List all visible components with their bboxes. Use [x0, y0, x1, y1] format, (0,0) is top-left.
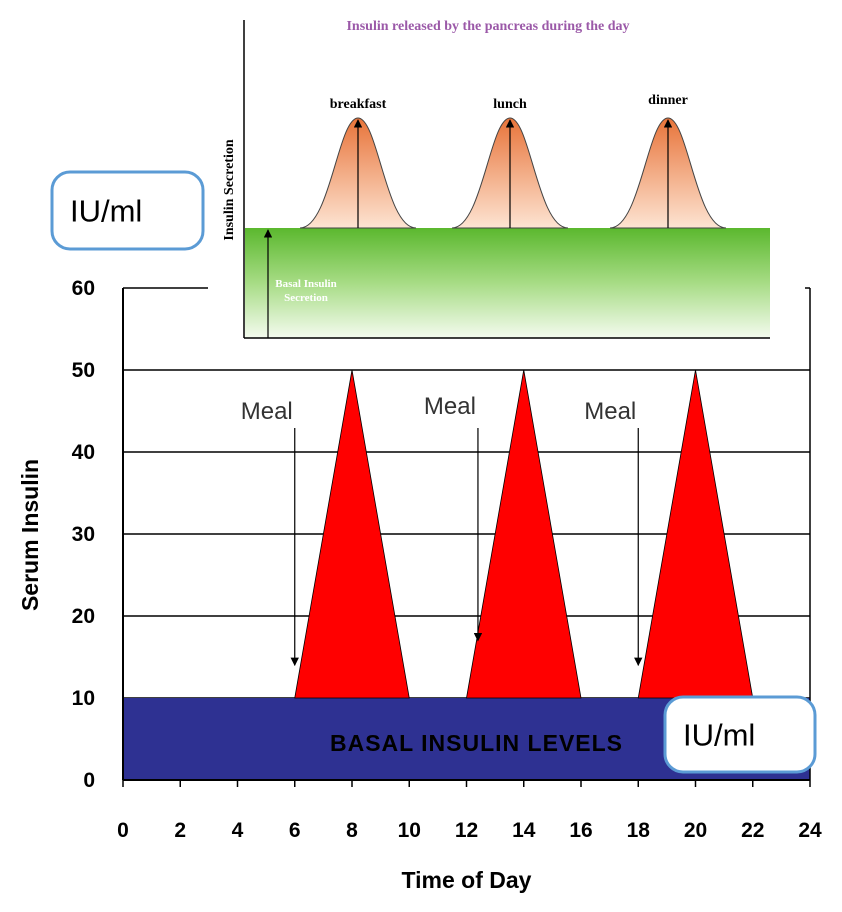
- x-tick-label: 6: [289, 819, 301, 842]
- y-axis-title: Serum Insulin: [17, 459, 43, 611]
- basal-secretion-band: [245, 228, 770, 338]
- x-tick-label: 10: [398, 819, 421, 842]
- y-tick-label: 30: [72, 523, 95, 546]
- x-tick-label: 2: [174, 819, 186, 842]
- meal-label: Meal: [584, 398, 636, 425]
- y-tick-label: 40: [72, 441, 95, 464]
- unit-label: IU/ml: [683, 718, 755, 753]
- basal-secretion-label: Secretion: [284, 292, 328, 304]
- y-tick-label: 50: [72, 359, 95, 382]
- meal-name: lunch: [493, 97, 527, 112]
- x-tick-label: 0: [117, 819, 129, 842]
- x-tick-label: 22: [741, 819, 764, 842]
- unit-box: [663, 695, 817, 774]
- y-tick-label: 20: [72, 605, 95, 628]
- x-tick-label: 8: [346, 819, 358, 842]
- insulin-peak: [294, 369, 410, 699]
- x-tick-label: 24: [798, 819, 822, 842]
- inset-y-title: Insulin Secretion: [222, 139, 237, 240]
- x-tick-label: 16: [569, 819, 592, 842]
- inset-chart: Insulin released by the pancreas during …: [208, 0, 805, 345]
- insulin-peak: [466, 369, 582, 699]
- y-tick-label: 10: [72, 687, 95, 710]
- meal-name: breakfast: [330, 97, 387, 112]
- y-tick-label: 60: [72, 277, 95, 300]
- basal-secretion-label: Basal Insulin: [275, 278, 336, 290]
- inset-title: Insulin released by the pancreas during …: [346, 19, 629, 34]
- x-tick-label: 14: [512, 819, 536, 842]
- x-tick-label: 12: [455, 819, 478, 842]
- x-axis-title: Time of Day: [402, 867, 532, 893]
- meal-name: dinner: [648, 93, 688, 108]
- y-tick-label: 0: [83, 769, 95, 792]
- unit-label: IU/ml: [70, 194, 142, 229]
- basal-label: BASAL INSULIN LEVELS: [330, 730, 623, 756]
- meal-label: Meal: [241, 398, 293, 425]
- x-tick-label: 18: [627, 819, 651, 842]
- unit-labels: IU/ml IU/ml: [50, 170, 817, 774]
- x-tick-label: 4: [232, 819, 244, 842]
- meal-label: Meal: [424, 393, 476, 420]
- x-tick-label: 20: [684, 819, 707, 842]
- unit-box: [50, 170, 205, 251]
